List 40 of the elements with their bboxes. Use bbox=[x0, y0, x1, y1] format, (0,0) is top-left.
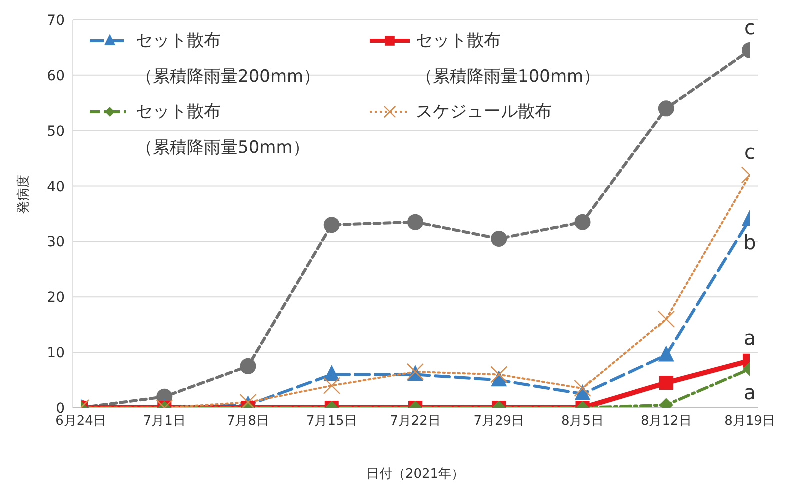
y-tick-label: 60 bbox=[47, 68, 65, 84]
x-tick-label: 8月19日 bbox=[724, 414, 776, 430]
legend-label: セット散布（累積降雨量100mm） bbox=[416, 30, 601, 89]
y-tick-label: 10 bbox=[47, 346, 65, 362]
point bbox=[658, 310, 675, 328]
annotation: c bbox=[744, 15, 756, 40]
point bbox=[240, 358, 256, 374]
annotation: a bbox=[744, 380, 756, 404]
x-axis-title: 日付（2021年） bbox=[366, 467, 465, 482]
legend-label: セット散布（累積降雨量50mm） bbox=[136, 101, 310, 160]
point bbox=[658, 100, 674, 117]
point bbox=[324, 365, 340, 382]
point bbox=[658, 346, 674, 362]
point bbox=[324, 217, 340, 234]
x-tick-label: 6月24日 bbox=[56, 414, 106, 430]
legend-label: セット散布（累積降雨量200mm） bbox=[136, 30, 321, 89]
x-tick-label: 7月29日 bbox=[474, 414, 525, 430]
annotation: c bbox=[744, 140, 756, 164]
y-tick-label: 0 bbox=[56, 400, 65, 417]
x-tick-label: 8月5日 bbox=[561, 414, 604, 430]
y-tick-label: 20 bbox=[47, 290, 65, 306]
annotation: a bbox=[744, 326, 756, 350]
point bbox=[408, 214, 424, 230]
point bbox=[491, 230, 508, 247]
y-axis-title: 発病度 bbox=[16, 175, 32, 214]
y-tick-label: 70 bbox=[47, 12, 65, 29]
y-tick-label: 40 bbox=[47, 179, 65, 196]
point bbox=[574, 380, 592, 398]
point bbox=[574, 214, 591, 230]
point bbox=[490, 366, 508, 384]
x-tick-label: 7月8日 bbox=[226, 414, 270, 430]
y-tick-label: 30 bbox=[47, 234, 65, 251]
x-tick-label: 7月1日 bbox=[143, 414, 186, 430]
annotation: b bbox=[744, 230, 756, 255]
x-tick-label: 8月12日 bbox=[640, 414, 692, 430]
x-tick-label: 7月15日 bbox=[306, 414, 358, 430]
legend-label: スケジュール散布 bbox=[416, 101, 552, 124]
y-tick-label: 50 bbox=[47, 124, 65, 140]
point bbox=[323, 377, 340, 394]
x-tick-label: 7月22日 bbox=[390, 414, 441, 430]
